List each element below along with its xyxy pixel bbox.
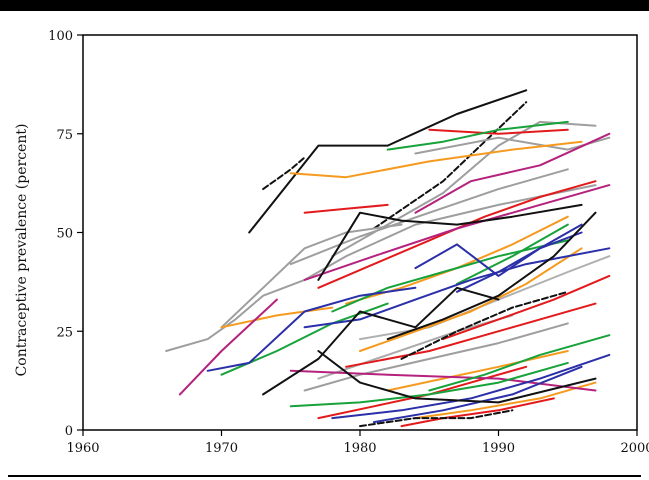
y-tick-label: 0 <box>65 424 73 439</box>
series-line-1 <box>248 89 528 234</box>
series-line-6 <box>289 168 569 266</box>
series-line-9 <box>414 136 611 155</box>
series-line-13 <box>220 306 334 329</box>
series-line-45 <box>359 409 514 428</box>
series-line-3 <box>372 101 528 230</box>
series-line-2 <box>262 156 306 191</box>
y-tick-label: 75 <box>56 128 73 143</box>
series-line-26 <box>303 184 611 281</box>
series-line-32 <box>289 361 569 408</box>
series-line-44 <box>386 211 597 341</box>
series-line-16 <box>386 350 569 392</box>
series-line-20 <box>303 203 389 214</box>
series-line-35 <box>206 286 417 372</box>
series-line-12 <box>289 140 583 179</box>
series-line-40 <box>414 231 583 277</box>
x-tick-label: 1980 <box>343 441 376 456</box>
series-line-5 <box>331 120 597 258</box>
series-line-22 <box>442 274 611 341</box>
y-tick-label: 25 <box>56 325 73 340</box>
bottom-rule <box>8 475 641 477</box>
series-line-37 <box>331 353 611 420</box>
y-tick-label: 50 <box>56 227 73 242</box>
series-line-7 <box>220 223 403 329</box>
series-line-43 <box>317 350 597 404</box>
series-line-42 <box>317 203 583 281</box>
series-line-10 <box>303 322 569 392</box>
y-axis-title: Contraceptive prevalence (percent) <box>14 124 30 377</box>
series-layer <box>165 89 611 428</box>
series-line-29 <box>386 120 569 151</box>
series-line-8 <box>359 255 611 341</box>
y-tick-label: 100 <box>48 29 73 44</box>
series-line-24 <box>400 397 555 428</box>
series-line-33 <box>428 334 611 392</box>
series-line-14 <box>359 247 583 352</box>
series-line-18 <box>428 128 569 135</box>
x-tick-label: 1960 <box>66 441 99 456</box>
series-line-39 <box>456 223 583 293</box>
series-line-21 <box>345 302 597 368</box>
x-tick-label: 1990 <box>482 441 515 456</box>
series-line-31 <box>331 239 569 313</box>
series-line-17 <box>414 381 597 420</box>
series-line-46 <box>400 290 569 360</box>
series-line-34 <box>456 223 569 285</box>
x-tick-label: 1970 <box>205 441 238 456</box>
top-rule <box>0 0 649 11</box>
series-line-19 <box>317 180 597 289</box>
series-line-27 <box>414 132 611 214</box>
series-line-41 <box>262 286 500 396</box>
series-line-25 <box>178 298 278 396</box>
series-line-28 <box>289 369 597 392</box>
